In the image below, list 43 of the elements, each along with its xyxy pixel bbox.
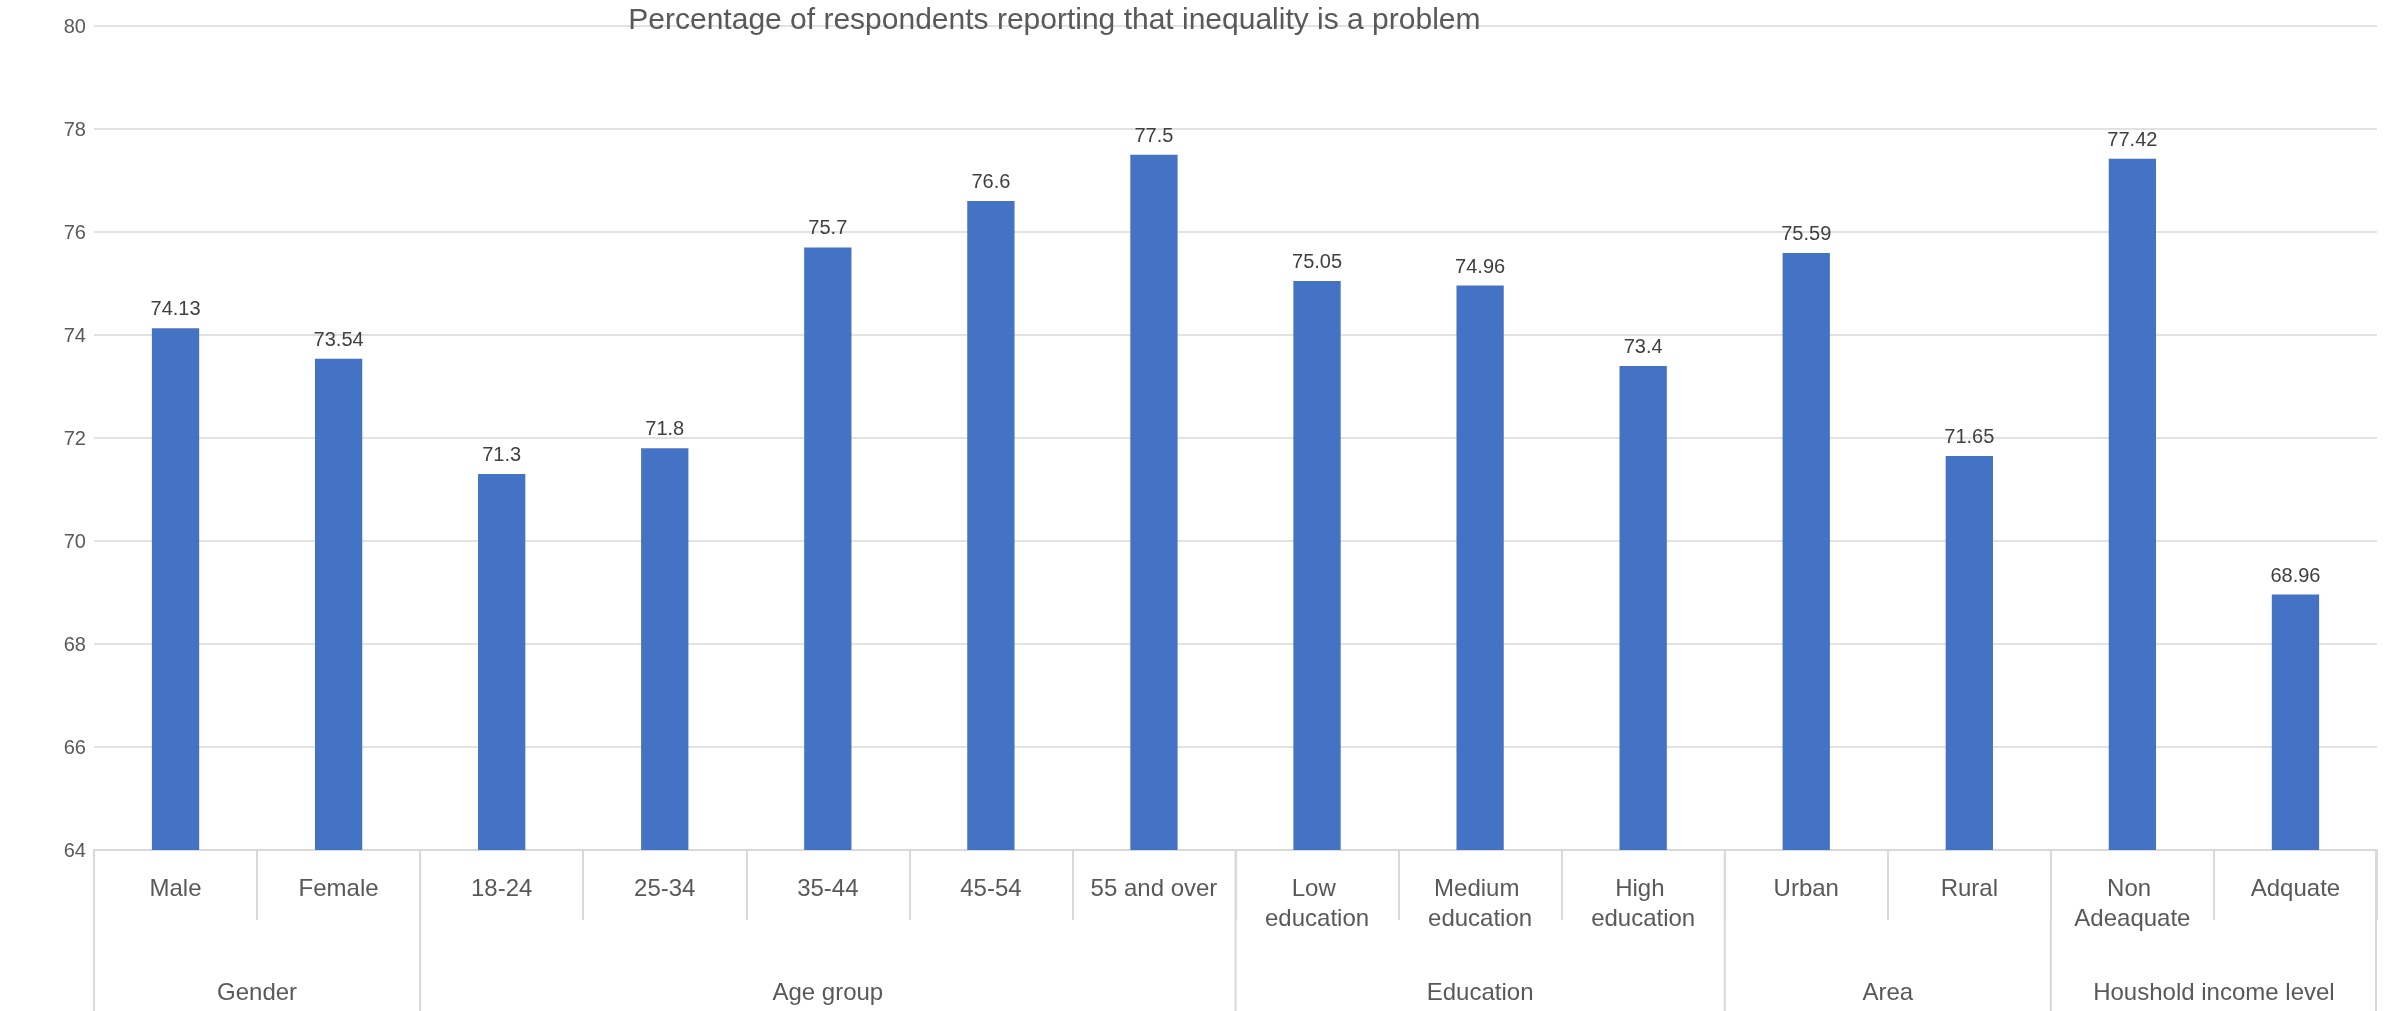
y-tick-label: 70 (63, 530, 86, 552)
y-tick-label: 74 (63, 324, 86, 346)
x-tick-label: 55 and over (1090, 873, 1218, 901)
y-tick-label: 72 (63, 427, 86, 449)
x-tick-label: 35-44 (797, 873, 859, 901)
data-label: 73.54 (313, 327, 364, 350)
x-tick-label: 45-54 (960, 873, 1022, 901)
x-tick-label: Adquate (2250, 873, 2341, 901)
text: Area (1862, 977, 1914, 1005)
data-label: 68.96 (2270, 563, 2321, 586)
text: Gender (217, 977, 298, 1005)
y-tick-label: 64 (63, 839, 86, 861)
data-label: 71.8 (645, 417, 685, 440)
text: Education (1426, 977, 1534, 1005)
data-label: 73.4 (1623, 334, 1663, 357)
data-label: 74.96 (1455, 254, 1506, 277)
chart-title: Percentage of respondents reporting that inequality is a problem (628, 1, 1481, 35)
x-tick-label: 18-24 (470, 873, 533, 901)
data-label: 77.42 (2107, 127, 2158, 150)
x-tick-label: Non Adeaquate (2074, 873, 2191, 931)
x-tick-label: Female (298, 873, 379, 901)
y-tick-label: 80 (63, 15, 86, 37)
x-tick-label: Rural (1940, 873, 1998, 901)
text: Houshold income level (2093, 977, 2335, 1005)
x-tick-label: Low education (1264, 873, 1370, 931)
y-tick-label: 78 (63, 118, 86, 140)
data-label: 75.59 (1781, 222, 1832, 245)
x-tick-label: Medium education (1428, 873, 1533, 931)
data-label: 77.5 (1134, 123, 1174, 146)
data-label: 75.05 (1292, 249, 1343, 272)
x-tick-label: Male (149, 873, 202, 901)
text: Age group (772, 977, 884, 1005)
y-tick-label: 76 (63, 221, 86, 243)
data-label: 76.6 (971, 170, 1011, 193)
x-tick-label: Urban (1773, 873, 1839, 901)
data-label: 74.13 (150, 297, 201, 320)
data-label: 75.7 (808, 216, 848, 239)
y-tick-label: 66 (63, 736, 86, 758)
data-label: 71.65 (1944, 425, 1995, 448)
x-tick-label: High education (1591, 873, 1696, 931)
y-tick-label: 68 (63, 633, 86, 655)
data-label: 71.3 (482, 443, 522, 466)
x-tick-label: 25-34 (634, 873, 696, 901)
